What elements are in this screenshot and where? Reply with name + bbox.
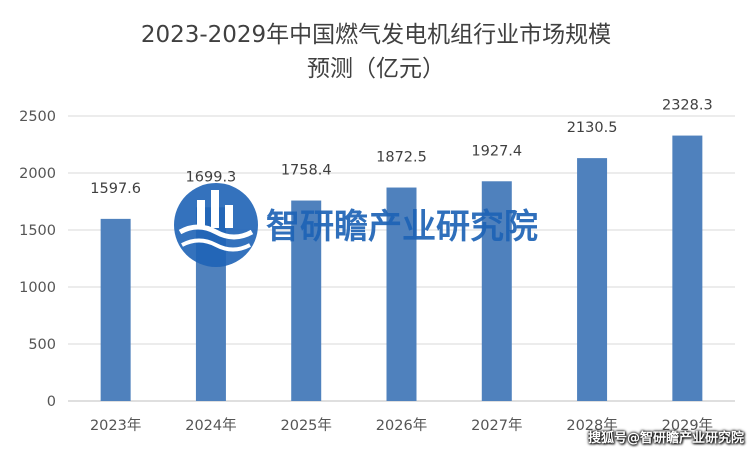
x-tick-label: 2026年 xyxy=(376,417,427,434)
bar xyxy=(481,181,512,401)
data-label: 1758.4 xyxy=(281,163,332,179)
chart-title-line-1: 2023-2029年中国燃气发电机组行业市场规模 xyxy=(141,22,611,48)
bar xyxy=(386,187,417,401)
x-tick-label: 2027年 xyxy=(471,417,522,434)
data-label: 2130.5 xyxy=(567,120,618,136)
chart-title-line-2: 预测（亿元） xyxy=(307,56,445,82)
source-credit: 搜狐号@智研瞻产业研究院 xyxy=(587,431,744,446)
y-tick-label: 2500 xyxy=(19,109,56,125)
y-axis: 0 500 1000 1500 2000 2500 xyxy=(19,109,56,410)
watermark-text: 智研瞻产业研究院 xyxy=(266,207,538,247)
x-tick-label: 2024年 xyxy=(185,417,236,434)
data-labels: 1597.6 1699.3 1758.4 1872.5 1927.4 2130.5 2328… xyxy=(90,98,712,197)
y-tick-label: 500 xyxy=(28,337,56,353)
data-label: 2328.3 xyxy=(662,98,713,114)
x-tick-label: 2023年 xyxy=(90,417,141,434)
x-tick-label: 2028年 xyxy=(566,417,617,434)
data-label: 1699.3 xyxy=(186,169,237,185)
x-tick-label: 2025年 xyxy=(281,417,332,434)
data-label: 1597.6 xyxy=(90,181,141,197)
bar xyxy=(577,158,608,401)
y-tick-label: 1000 xyxy=(19,280,56,296)
bar xyxy=(100,218,131,401)
watermark: 智研瞻产业研究院 xyxy=(174,183,538,267)
bar xyxy=(291,200,322,401)
y-tick-label: 2000 xyxy=(19,166,56,182)
y-tick-label: 0 xyxy=(47,394,56,410)
data-label: 1927.4 xyxy=(471,143,522,159)
watermark-logo-icon xyxy=(174,183,258,267)
data-label: 1872.5 xyxy=(376,150,427,166)
x-axis: 2023年 2024年 2025年 2026年 2027年 2028年 2029年 xyxy=(90,417,713,434)
y-tick-label: 1500 xyxy=(19,223,56,239)
x-tick-label: 2029年 xyxy=(662,417,713,434)
bar xyxy=(672,135,703,402)
